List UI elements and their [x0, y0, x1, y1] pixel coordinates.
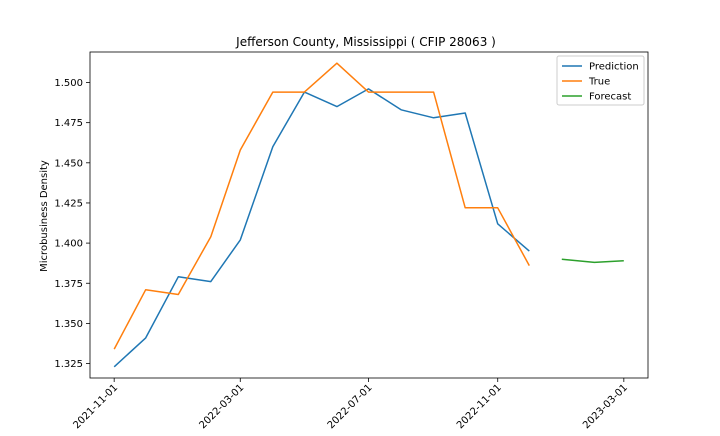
- y-tick-label: 1.450: [54, 158, 83, 169]
- legend-label-forecast: Forecast: [589, 92, 631, 103]
- series-line-true: [113, 62, 530, 350]
- y-tick-label: 1.400: [54, 239, 83, 250]
- legend-label-true: True: [588, 77, 610, 88]
- plot-frame: [89, 51, 649, 379]
- y-tick-label: 1.500: [54, 78, 83, 89]
- y-tick-label: 1.325: [54, 359, 83, 370]
- chart-title: Jefferson County, Mississippi ( CFIP 280…: [235, 35, 496, 49]
- legend-box: [556, 55, 645, 106]
- series-line-forecast: [561, 258, 624, 264]
- y-tick-label: 1.350: [54, 319, 83, 330]
- series-line-prediction: [113, 88, 530, 368]
- y-tick-label: 1.425: [54, 198, 83, 209]
- legend: Prediction True Forecast: [556, 55, 645, 106]
- legend-label-prediction: Prediction: [589, 62, 639, 73]
- y-axis-label: Microbusiness Density: [39, 160, 50, 272]
- y-tick-label: 1.475: [54, 118, 83, 129]
- plot-area: [113, 62, 624, 368]
- y-tick-label: 1.375: [54, 279, 83, 290]
